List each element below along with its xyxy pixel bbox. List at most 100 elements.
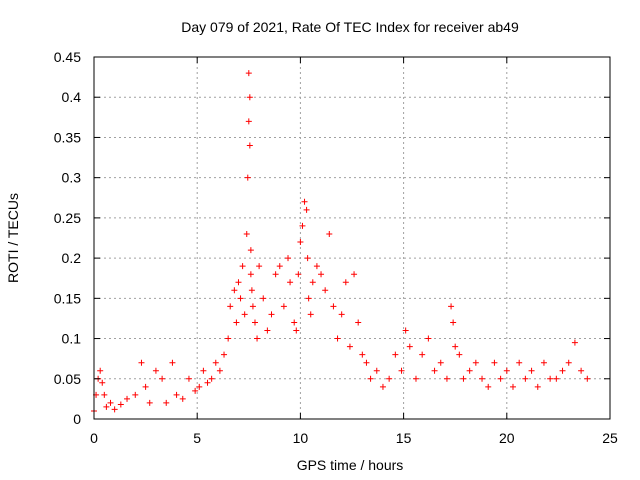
data-point xyxy=(231,287,238,294)
data-point xyxy=(225,335,232,342)
data-point xyxy=(386,375,393,382)
data-point xyxy=(142,383,149,390)
x-tick-label: 5 xyxy=(193,430,201,446)
data-points xyxy=(91,70,591,414)
data-point xyxy=(239,263,246,270)
data-point xyxy=(479,375,486,382)
data-point xyxy=(571,339,578,346)
data-point xyxy=(196,383,203,390)
data-point xyxy=(254,335,261,342)
data-point xyxy=(497,375,504,382)
data-point xyxy=(260,295,267,302)
data-point xyxy=(280,303,287,310)
data-point xyxy=(392,351,399,358)
data-point xyxy=(363,359,370,366)
data-point xyxy=(237,295,244,302)
data-point xyxy=(351,271,358,278)
data-point xyxy=(485,383,492,390)
data-point xyxy=(307,311,314,318)
data-point xyxy=(268,311,275,318)
data-point xyxy=(247,247,254,254)
data-point xyxy=(584,375,591,382)
data-point xyxy=(522,375,529,382)
data-point xyxy=(456,351,463,358)
data-point xyxy=(264,327,271,334)
data-point xyxy=(547,375,554,382)
data-point xyxy=(247,271,254,278)
data-point xyxy=(117,401,124,408)
data-point xyxy=(245,118,252,125)
data-point xyxy=(101,391,108,398)
data-point xyxy=(534,383,541,390)
data-point xyxy=(246,94,253,101)
chart-title: Day 079 of 2021, Rate Of TEC Index for r… xyxy=(181,19,519,35)
data-point xyxy=(212,359,219,366)
data-point xyxy=(256,263,263,270)
data-point xyxy=(359,351,366,358)
data-point xyxy=(565,359,572,366)
data-point xyxy=(334,335,341,342)
data-point xyxy=(305,295,312,302)
data-point xyxy=(179,395,186,402)
data-point xyxy=(419,351,426,358)
y-tick-label: 0.3 xyxy=(62,170,82,186)
data-point xyxy=(97,367,104,374)
data-point xyxy=(245,70,252,77)
data-point xyxy=(491,359,498,366)
data-point xyxy=(503,367,510,374)
data-point xyxy=(241,311,248,318)
data-point xyxy=(318,271,325,278)
data-point xyxy=(342,279,349,286)
data-point xyxy=(295,271,302,278)
grid-lines xyxy=(94,57,610,419)
data-point xyxy=(169,359,176,366)
data-point xyxy=(299,222,306,229)
data-point xyxy=(173,391,180,398)
data-point xyxy=(233,319,240,326)
data-point xyxy=(287,279,294,286)
data-point xyxy=(163,399,170,406)
data-point xyxy=(243,230,250,237)
data-point xyxy=(448,303,455,310)
data-point xyxy=(185,375,192,382)
data-point xyxy=(303,206,310,213)
data-point xyxy=(373,367,380,374)
y-tick-label: 0.1 xyxy=(62,331,82,347)
data-point xyxy=(437,359,444,366)
data-point xyxy=(367,375,374,382)
data-point xyxy=(412,375,419,382)
data-point xyxy=(208,375,215,382)
x-tick-labels: 0 5 10 15 20 25 xyxy=(90,430,618,446)
data-point xyxy=(472,359,479,366)
x-tick-label: 10 xyxy=(293,430,309,446)
data-point xyxy=(204,379,211,386)
data-point xyxy=(346,343,353,350)
x-tick-label: 15 xyxy=(396,430,412,446)
data-point xyxy=(111,406,118,413)
data-point xyxy=(398,367,405,374)
data-point xyxy=(272,271,279,278)
data-point xyxy=(249,303,256,310)
data-point xyxy=(443,375,450,382)
data-point xyxy=(244,174,251,181)
data-point xyxy=(248,287,255,294)
x-tick-label: 20 xyxy=(499,430,515,446)
plot-frame xyxy=(93,56,611,420)
y-tick-label: 0 xyxy=(73,411,81,427)
data-point xyxy=(301,198,308,205)
data-point xyxy=(227,303,234,310)
data-point xyxy=(132,391,139,398)
data-point xyxy=(406,343,413,350)
data-point xyxy=(192,387,199,394)
data-point xyxy=(431,367,438,374)
data-point xyxy=(330,303,337,310)
y-tick-labels: 0 0.05 0.1 0.15 0.2 0.25 0.3 0.35 0.4 0.45 xyxy=(54,49,81,427)
data-point xyxy=(200,367,207,374)
y-tick-label: 0.15 xyxy=(54,290,81,306)
data-point xyxy=(146,399,153,406)
data-point xyxy=(516,359,523,366)
data-point xyxy=(450,319,457,326)
data-point xyxy=(452,343,459,350)
data-point xyxy=(124,395,131,402)
